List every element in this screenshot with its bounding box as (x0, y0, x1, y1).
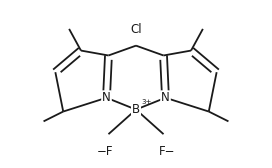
Text: N: N (102, 91, 111, 104)
Text: F−: F− (159, 145, 176, 158)
Text: B: B (132, 103, 140, 116)
Text: −F: −F (96, 145, 113, 158)
Text: Cl: Cl (130, 23, 142, 36)
Text: 3+: 3+ (142, 99, 152, 105)
Text: N: N (161, 91, 170, 104)
